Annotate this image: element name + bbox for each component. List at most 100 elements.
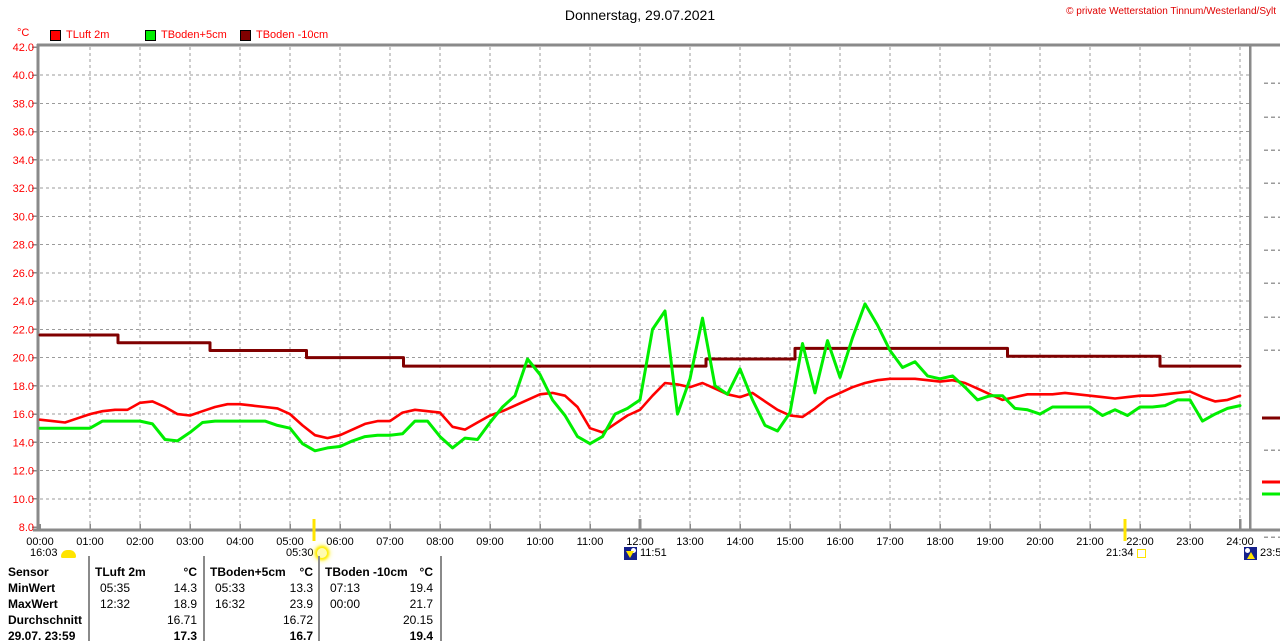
table-column-separator (318, 556, 320, 641)
y-tick-label: 38.0 (13, 98, 34, 110)
table-row-label: Durchschnitt (8, 613, 83, 627)
legend-item-tboden-10cm: TBoden -10cm (240, 29, 328, 41)
sun-moon-event-time: 23:5 (1260, 547, 1280, 559)
stat-value: 20.15 (402, 613, 433, 627)
y-tick-label: 32.0 (13, 183, 34, 195)
y-tick-label: 16.0 (13, 409, 34, 421)
sun-icon (316, 548, 327, 558)
x-tick-label: 23:00 (1176, 536, 1204, 548)
stat-value: 16.72 (282, 613, 313, 627)
x-tick-label: 09:00 (476, 536, 504, 548)
legend-item-tboden-5cm: TBoden+5cm (145, 29, 227, 41)
sun-moon-event: 11:51 (624, 547, 667, 560)
x-tick-label: 06:00 (326, 536, 354, 548)
y-tick-label: 30.0 (13, 211, 34, 223)
series-tboden-5cm (38, 302, 1242, 453)
station-credit: © private Wetterstation Tinnum/Westerlan… (1066, 6, 1276, 17)
x-tick-label: 04:00 (226, 536, 254, 548)
x-tick-label: 15:00 (776, 536, 804, 548)
stat-time: 12:32 (100, 597, 131, 611)
moon-down-icon (624, 547, 637, 560)
y-tick-label: 12.0 (13, 466, 34, 478)
x-tick-label: 07:00 (376, 536, 404, 548)
x-tick-label: 13:00 (676, 536, 704, 548)
y-tick-label: 28.0 (13, 240, 34, 252)
x-tick-label: 00:00 (26, 536, 54, 548)
table-corner-label: Sensor (8, 565, 49, 579)
y-tick-label: 20.0 (13, 353, 34, 365)
statistics-table: Sensor TLuft 2m °C TBoden+5cm °C TBoden -10cm… (0, 556, 470, 641)
x-tick-label: 21:00 (1076, 536, 1104, 548)
table-column-header: TLuft 2m (95, 565, 146, 579)
table-column-separator (88, 556, 90, 641)
x-tick-label: 03:00 (176, 536, 204, 548)
sun-moon-event-time: 11:51 (640, 547, 667, 559)
square-icon (1136, 549, 1146, 558)
legend-swatch-tboden-5cm (145, 29, 156, 41)
stat-value: 19.4 (409, 581, 433, 595)
x-tick-label: 11:00 (577, 536, 604, 548)
y-tick-label: 34.0 (13, 155, 34, 167)
series-tboden-10cm (38, 333, 1242, 368)
y-tick-label: 22.0 (13, 324, 34, 336)
series-tluft-2m (38, 377, 1242, 440)
x-tick-label: 17:00 (876, 536, 904, 548)
y-tick-label: 24.0 (13, 296, 34, 308)
table-column-header: TBoden+5cm (210, 565, 286, 579)
stat-time: 05:33 (215, 581, 246, 595)
page-title: Donnerstag, 29.07.2021 (564, 7, 716, 23)
sun-moon-event: 23:5 (1244, 547, 1280, 560)
sun-moon-event-time: 16:03 (30, 547, 58, 559)
y-tick-label: 14.0 (13, 437, 34, 449)
stat-value: 13.3 (289, 581, 313, 595)
stat-value: 16.71 (166, 613, 197, 627)
stat-time: 07:13 (330, 581, 361, 595)
x-tick-label: 16:00 (826, 536, 854, 548)
x-tick-label: 14:00 (726, 536, 754, 548)
sun-moon-events-row: 16:03 05:30 11:51 21:34 23:5 (0, 547, 1280, 563)
legend-swatch-tluft-2m (50, 29, 61, 41)
x-tick-label: 22:00 (1126, 536, 1154, 548)
stat-value: 14.3 (173, 581, 197, 595)
table-row-label: MinWert (8, 581, 56, 595)
x-tick-label: 12:00 (626, 536, 654, 548)
stat-time: 00:00 (330, 597, 361, 611)
stat-value: 18.9 (173, 597, 197, 611)
x-tick-label: 19:00 (976, 536, 1004, 548)
legend-label-tboden-5cm: TBoden+5cm (161, 29, 227, 41)
table-column-unit: °C (183, 565, 197, 579)
y-tick-label: 40.0 (13, 70, 34, 82)
stat-value: 21.7 (409, 597, 433, 611)
x-tick-label: 20:00 (1026, 536, 1054, 548)
table-column-header: TBoden -10cm (325, 565, 408, 579)
legend-item-tluft-2m: TLuft 2m (50, 29, 109, 41)
y-tick-label: 10.0 (13, 494, 34, 506)
x-tick-label: 01:00 (76, 536, 104, 548)
y-tick-label: 36.0 (13, 127, 34, 139)
sun-moon-event: 21:34 (1106, 547, 1146, 559)
table-row-label: MaxWert (8, 597, 58, 611)
stat-time: 16:32 (215, 597, 246, 611)
y-tick-label: 42.0 (13, 42, 34, 54)
x-tick-label: 05:00 (276, 536, 304, 548)
x-tick-label: 08:00 (426, 536, 454, 548)
x-tick-label: 10:00 (526, 536, 554, 548)
sun-moon-event-time: 05:30 (286, 547, 314, 559)
table-row-label: 29.07. 23:59 (8, 629, 76, 641)
stat-value: 19.4 (409, 629, 433, 641)
moon-dome-icon (60, 550, 76, 558)
sun-moon-event-time: 21:34 (1106, 547, 1134, 559)
legend-swatch-tboden-10cm (240, 29, 251, 41)
table-column-separator (440, 556, 442, 641)
x-tick-label: 18:00 (926, 536, 954, 548)
y-tick-label: 8.0 (19, 522, 34, 534)
legend-label-tboden-10cm: TBoden -10cm (256, 29, 329, 41)
sun-moon-event: 05:30 (286, 547, 327, 559)
y-tick-label: 26.0 (13, 268, 34, 280)
sun-moon-event: 16:03 (30, 547, 76, 559)
x-tick-label: 24:00 (1226, 536, 1254, 548)
stat-value: 16.7 (289, 629, 313, 641)
moon-up-icon (1244, 547, 1257, 560)
x-tick-label: 02:00 (126, 536, 154, 548)
